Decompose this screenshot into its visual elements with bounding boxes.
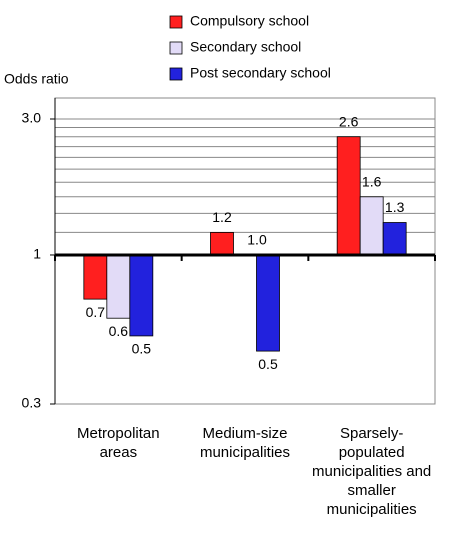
legend-swatch: [169, 41, 183, 55]
value-label: 1.0: [247, 232, 267, 248]
legend-swatch: [169, 15, 183, 29]
bar: [210, 232, 234, 256]
y-tick-label: 0.3: [22, 395, 42, 411]
value-label: 0.6: [109, 323, 129, 339]
legend-label: Secondary school: [190, 39, 301, 55]
bar: [359, 196, 384, 256]
bar: [129, 254, 154, 337]
bar: [336, 136, 361, 256]
bar: [106, 254, 131, 319]
value-label: 2.6: [339, 113, 359, 129]
bar: [256, 254, 280, 352]
x-tick-label: Metropolitan areas: [77, 425, 160, 461]
value-label: 0.5: [258, 356, 278, 372]
value-label: 1.2: [212, 209, 232, 225]
legend-swatch: [169, 67, 183, 81]
value-label: 0.5: [132, 341, 152, 357]
value-label: 1.3: [385, 199, 405, 215]
value-label: 0.7: [86, 304, 106, 320]
legend-label: Post secondary school: [190, 65, 331, 81]
bar: [83, 254, 108, 300]
y-tick-label: 1: [33, 246, 41, 262]
legend-label: Compulsory school: [190, 13, 309, 29]
y-axis-label: Odds ratio: [4, 71, 69, 87]
value-label: 1.6: [362, 174, 382, 190]
y-tick-label: 3.0: [22, 110, 42, 126]
bar: [382, 222, 407, 256]
x-tick-label: Sparsely-populated municipalities and sm…: [312, 425, 432, 518]
x-tick-label: Medium-size municipalities: [199, 425, 291, 461]
